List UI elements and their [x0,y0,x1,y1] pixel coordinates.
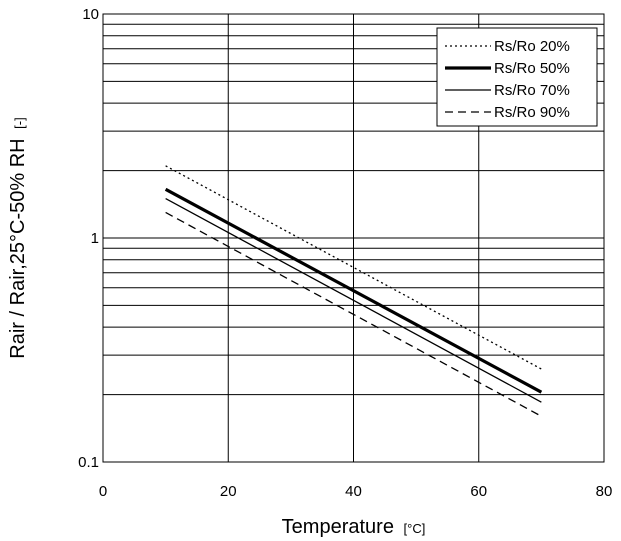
x-tick-label: 80 [596,483,613,500]
x-tick-label: 0 [99,483,107,500]
y-axis-title: Rair / Rair,25°C-50% RH [-] [7,117,29,358]
x-axis-unit: [°C] [404,521,426,536]
series-line [165,211,542,417]
series-line [165,197,542,403]
y-axis-unit: [-] [12,117,27,129]
y-tick-label: 0.1 [78,454,99,471]
legend-label: Rs/Ro 90% [494,104,570,121]
plot-frame [102,13,605,463]
legend-box [436,27,598,127]
y-tick-labels: 0.1 1 10 [78,6,99,471]
series-line [165,165,542,370]
y-axis-label: Rair / Rair,25°C-50% RH [7,138,29,358]
series-line [164,187,543,394]
series-layer [164,165,543,417]
x-tick-label: 20 [220,483,237,500]
legend: Rs/Ro 20% Rs/Ro 50% Rs/Ro 70% Rs/Ro 90% [436,27,598,127]
x-tick-label: 60 [470,483,487,500]
x-axis-label: Temperature [282,516,394,538]
legend-label: Rs/Ro 50% [494,60,570,77]
y-tick-label: 1 [91,230,99,247]
y-tick-label: 10 [82,6,99,23]
legend-label: Rs/Ro 70% [494,82,570,99]
x-axis-title: Temperature [°C] [282,516,426,538]
x-tick-label: 40 [345,483,362,500]
legend-label: Rs/Ro 20% [494,38,570,55]
x-tick-labels: 0 20 40 60 80 [99,483,613,500]
